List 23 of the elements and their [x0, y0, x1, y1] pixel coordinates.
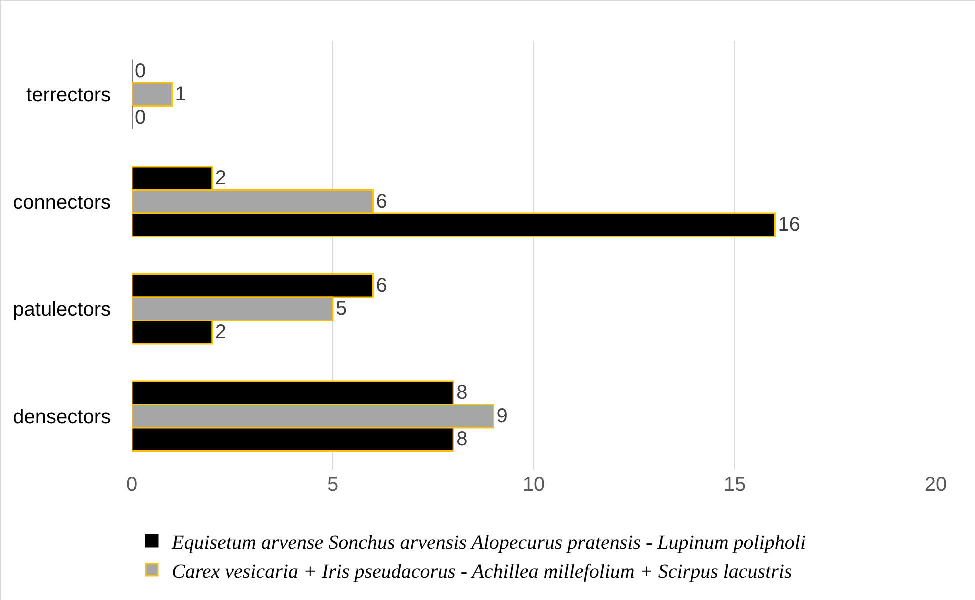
x-tick-label: 15 — [724, 474, 746, 496]
x-tick-label: 0 — [126, 474, 138, 496]
data-label: 16 — [778, 214, 800, 236]
data-label: 8 — [456, 382, 468, 404]
x-tick-label: 10 — [522, 474, 546, 496]
data-label: 2 — [215, 168, 227, 190]
y-tick-label: patulectors — [13, 299, 111, 322]
y-tick-label: terrectors — [26, 84, 111, 107]
y-tick-label: densectors — [13, 406, 111, 428]
legend-label: Carex vesicaria + Iris pseudacorus - Achillea millefolium + Scirpus lacustris — [172, 560, 792, 583]
data-label: 8 — [456, 428, 468, 451]
data-label: 2 — [215, 321, 227, 344]
legend-label: Equisetum arvense Sonchus arvensis Alopecurus pratensis - Lupinum polipholi — [171, 532, 806, 554]
y-tick-label: connectors — [13, 192, 111, 214]
x-tick-label: 20 — [924, 474, 948, 496]
x-tick-label: 5 — [327, 474, 339, 496]
data-label: 0 — [135, 106, 146, 129]
data-label: 1 — [175, 84, 186, 106]
data-label: 6 — [376, 190, 388, 213]
data-label: 6 — [376, 274, 388, 297]
data-label: 9 — [496, 405, 508, 428]
data-label: 5 — [336, 298, 348, 320]
data-label: 0 — [135, 60, 146, 82]
